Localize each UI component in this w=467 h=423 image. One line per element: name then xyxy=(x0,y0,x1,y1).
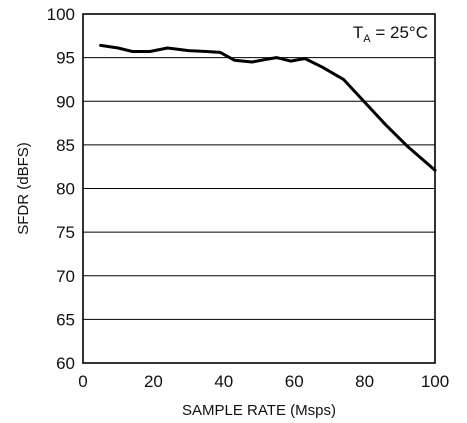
x-axis-title: SAMPLE RATE (Msps) xyxy=(182,402,336,419)
series-group xyxy=(99,43,437,172)
y-tick-label-75: 75 xyxy=(56,223,75,242)
grid-lines xyxy=(83,57,435,320)
annotation-main: T xyxy=(353,23,363,42)
x-tick-label-0: 0 xyxy=(78,372,87,391)
temperature-annotation: TA = 25°C xyxy=(353,23,428,45)
y-tick-label-70: 70 xyxy=(56,267,75,286)
annotation-rest: = 25°C xyxy=(371,23,428,42)
plot-frame xyxy=(82,13,436,364)
y-tick-label-100: 100 xyxy=(47,5,75,24)
y-axis-title: SFDR (dBFS) xyxy=(15,142,32,235)
x-tick-labels: 0 20 40 60 80 100 xyxy=(78,372,449,391)
x-tick-label-40: 40 xyxy=(214,372,233,391)
y-tick-label-60: 60 xyxy=(56,354,75,373)
y-tick-label-65: 65 xyxy=(56,310,75,329)
x-tick-label-60: 60 xyxy=(285,372,304,391)
x-tick-label-20: 20 xyxy=(144,372,163,391)
y-tick-label-90: 90 xyxy=(56,92,75,111)
x-tick-label-100: 100 xyxy=(421,372,449,391)
y-tick-labels: 60 65 70 75 80 85 90 95 100 xyxy=(47,5,75,373)
y-tick-label-95: 95 xyxy=(56,49,75,68)
y-tick-label-80: 80 xyxy=(56,180,75,199)
series-line-0 xyxy=(99,43,437,172)
y-tick-label-85: 85 xyxy=(56,136,75,155)
x-tick-label-80: 80 xyxy=(355,372,374,391)
annotation-subscript: A xyxy=(363,33,371,45)
